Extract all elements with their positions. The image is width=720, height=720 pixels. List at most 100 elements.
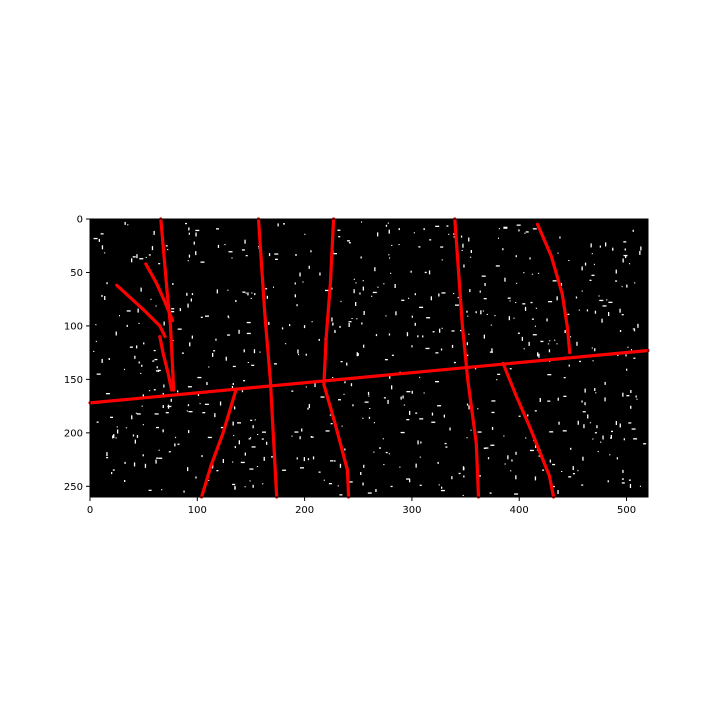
edge-pixel (348, 242, 351, 244)
edge-pixel (441, 259, 443, 261)
edge-pixel (440, 489, 445, 492)
edge-pixel (241, 390, 244, 393)
edge-pixel (301, 428, 303, 432)
edge-pixel (568, 260, 570, 261)
edge-pixel (629, 484, 632, 488)
edge-pixel (359, 292, 361, 295)
edge-pixel (247, 362, 249, 363)
edge-pixel (623, 438, 625, 441)
edge-pixel (426, 317, 431, 319)
edge-pixel (398, 228, 400, 231)
edge-pixel (138, 361, 140, 364)
edge-pixel (628, 422, 632, 424)
edge-pixel (103, 252, 106, 254)
edge-pixel (594, 432, 597, 434)
edge-pixel (628, 479, 631, 481)
edge-pixel (534, 325, 536, 327)
edge-pixel (549, 459, 551, 463)
edge-pixel (535, 444, 537, 448)
edge-pixel (303, 457, 305, 462)
edge-pixel (177, 390, 179, 393)
edge-pixel (262, 431, 266, 433)
edge-pixel (148, 254, 151, 256)
edge-pixel (497, 373, 501, 375)
edge-pixel (202, 412, 206, 414)
edge-pixel (344, 381, 346, 384)
y-tick-label: 0 (77, 215, 83, 226)
edge-pixel (298, 353, 300, 356)
edge-pixel (222, 459, 224, 463)
edge-pixel (525, 231, 529, 233)
edge-pixel (193, 241, 195, 245)
edge-pixel (188, 254, 191, 258)
edge-pixel (371, 295, 373, 297)
edge-pixel (395, 311, 397, 316)
edge-pixel (134, 439, 136, 444)
edge-pixel (117, 429, 119, 434)
edge-pixel (581, 266, 583, 271)
edge-pixel (621, 314, 624, 316)
edge-pixel (297, 349, 299, 354)
edge-pixel (310, 250, 312, 253)
edge-pixel (171, 308, 175, 310)
edge-pixel (261, 438, 264, 440)
edge-pixel (484, 283, 486, 286)
edge-pixel (232, 365, 236, 368)
edge-pixel (360, 256, 362, 259)
edge-pixel (484, 447, 489, 449)
edge-pixel (382, 438, 384, 440)
edge-pixel (318, 471, 321, 473)
edge-pixel (250, 419, 253, 421)
edge-pixel (466, 342, 468, 346)
edge-pixel (151, 246, 154, 251)
edge-pixel (504, 463, 506, 465)
edge-pixel (594, 310, 597, 314)
edge-pixel (250, 437, 252, 439)
edge-pixel (140, 372, 142, 374)
edge-pixel (423, 392, 425, 394)
edge-pixel (249, 480, 251, 482)
edge-pixel (534, 476, 537, 481)
edge-pixel (132, 434, 135, 437)
edge-pixel (455, 304, 459, 306)
edge-pixel (187, 404, 190, 407)
edge-pixel (360, 472, 362, 475)
edge-pixel (367, 492, 372, 494)
edge-pixel (610, 434, 612, 438)
edge-pixel (504, 277, 506, 282)
edge-pixel (106, 457, 109, 459)
edge-pixel (300, 467, 304, 469)
edge-pixel (590, 243, 592, 248)
edge-pixel (212, 352, 214, 357)
edge-pixel (191, 335, 193, 339)
edge-pixel (515, 451, 517, 455)
edge-pixel (633, 357, 636, 359)
edge-pixel (367, 391, 370, 395)
edge-pixel (244, 486, 246, 488)
edge-pixel (235, 300, 237, 302)
edge-pixel (165, 245, 168, 247)
edge-pixel (368, 416, 371, 419)
edge-pixel (480, 310, 482, 315)
edge-pixel (552, 463, 556, 466)
edge-pixel (348, 481, 353, 483)
edge-pixel (572, 473, 575, 475)
edge-pixel (619, 308, 621, 313)
edge-pixel (338, 236, 341, 238)
edge-pixel (262, 483, 264, 485)
edge-pixel (592, 360, 594, 362)
edge-pixel (157, 369, 160, 372)
edge-pixel (630, 390, 632, 393)
edge-pixel (483, 298, 487, 300)
edge-pixel (402, 395, 404, 399)
edge-pixel (299, 436, 301, 440)
edge-pixel (119, 315, 120, 317)
edge-pixel (621, 285, 623, 288)
edge-pixel (332, 322, 334, 326)
edge-pixel (383, 397, 386, 399)
edge-pixel (462, 494, 464, 496)
edge-pixel (299, 272, 301, 277)
edge-pixel (559, 236, 561, 239)
edge-pixel (157, 369, 161, 372)
detected-line-horizontal-line (88, 348, 650, 405)
